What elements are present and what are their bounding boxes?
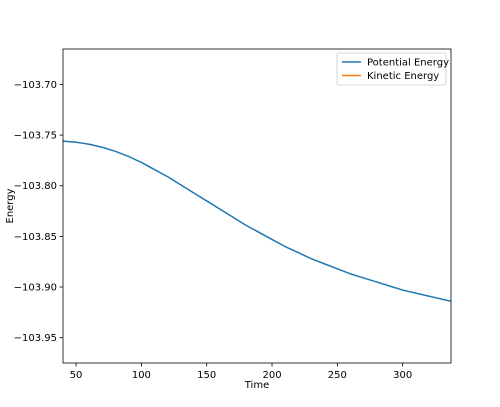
legend-label-potential-energy: Potential Energy	[367, 58, 449, 69]
y-axis-ticks: −103.70 −103.75 −103.80 −103.85 −103.90 −103.…	[14, 80, 63, 344]
plot-frame	[62, 48, 452, 364]
y-tick-label: −103.95	[14, 333, 57, 344]
x-axis-label: Time	[244, 380, 269, 391]
x-axis-ticks: 50 100 150 200 250 300	[70, 363, 412, 381]
series-layer	[63, 140, 451, 302]
x-tick-label: 200	[262, 370, 281, 381]
series-line-potential-energy	[63, 140, 451, 302]
x-tick-label: 300	[393, 370, 412, 381]
y-tick-label: −103.75	[14, 131, 57, 142]
x-tick-label: 50	[70, 370, 83, 381]
y-tick-label: −103.85	[14, 232, 57, 243]
x-tick-label: 150	[197, 370, 216, 381]
legend-label-kinetic-energy: Kinetic Energy	[367, 71, 439, 82]
y-tick-label: −103.80	[14, 181, 57, 192]
legend: Potential Energy Kinetic Energy	[336, 52, 449, 86]
legend-box	[336, 52, 447, 86]
x-tick-label: 250	[328, 370, 347, 381]
y-tick-label: −103.70	[14, 80, 57, 91]
y-axis-label: Energy	[5, 188, 16, 223]
x-tick-label: 100	[132, 370, 151, 381]
y-tick-label: −103.90	[14, 283, 57, 294]
